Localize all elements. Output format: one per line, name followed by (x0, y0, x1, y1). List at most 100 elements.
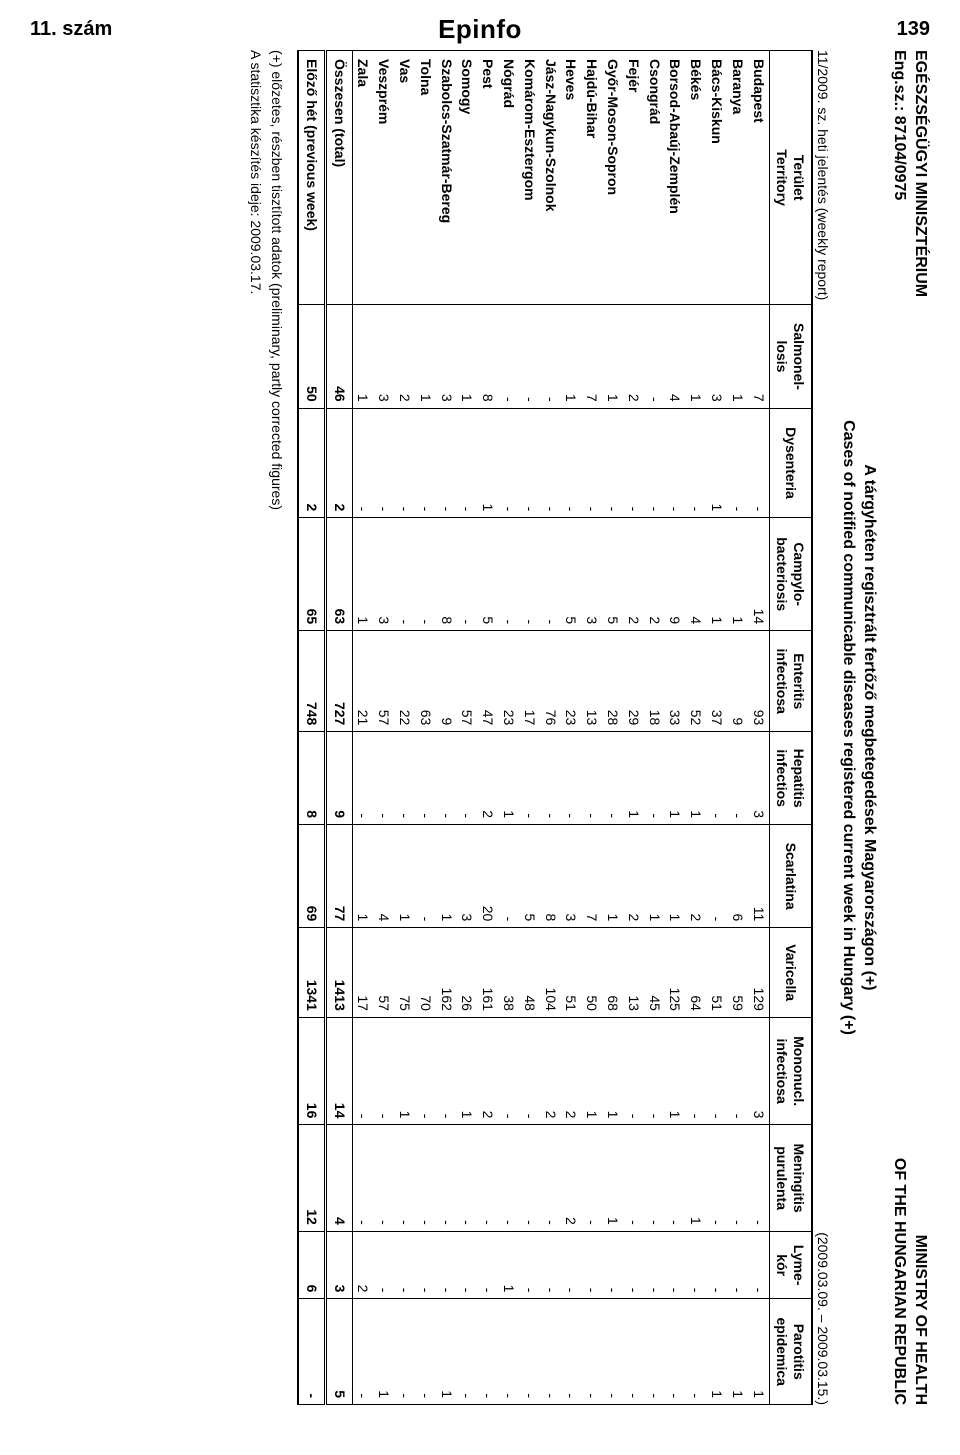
value-cell: 727 (325, 631, 352, 732)
value-cell: - (665, 408, 686, 518)
table-row: Budapest7-14933111293--1 (748, 51, 769, 1405)
value-cell: 2 (623, 518, 644, 631)
value-cell: 1 (436, 825, 457, 928)
value-cell: - (685, 1017, 706, 1124)
value-cell: 1 (706, 1299, 727, 1405)
territory-cell: Csongrád (644, 51, 665, 305)
value-cell: - (373, 1017, 394, 1124)
value-cell: 3 (748, 1017, 769, 1124)
column-header: Hepatitisinfectios (769, 732, 812, 825)
value-cell: 1 (352, 825, 373, 928)
column-header: Meningitispurulenta (769, 1125, 812, 1231)
territory-cell: Zala (352, 51, 373, 305)
value-cell: - (602, 1231, 623, 1299)
value-cell: - (581, 1299, 602, 1405)
table-row: Baranya1-19-659---1 (727, 51, 748, 1405)
value-cell: 28 (602, 631, 623, 732)
org-right-line1: MINISTRY OF HEALTH (909, 1158, 930, 1405)
org-left-line2: Eng.sz.: 87104/0975 (888, 50, 909, 297)
value-cell: 57 (373, 928, 394, 1018)
value-cell: 23 (498, 631, 519, 732)
value-cell: 76 (540, 631, 561, 732)
value-cell: - (727, 408, 748, 518)
value-cell: 68 (602, 928, 623, 1018)
value-cell: 45 (644, 928, 665, 1018)
value-cell: - (519, 1231, 540, 1299)
value-cell: 3 (373, 305, 394, 408)
value-cell: - (540, 732, 561, 825)
value-cell: 3 (436, 305, 457, 408)
value-cell: - (727, 732, 748, 825)
territory-cell: Baranya (727, 51, 748, 305)
table-row: Heves1-523-35122-- (561, 51, 582, 1405)
value-cell: 65 (298, 518, 325, 631)
value-cell: - (415, 825, 436, 928)
value-cell: 2 (623, 825, 644, 928)
value-cell: 26 (457, 928, 478, 1018)
value-cell: - (457, 408, 478, 518)
value-cell: 9 (325, 732, 352, 825)
value-cell: - (748, 408, 769, 518)
value-cell: 2 (623, 305, 644, 408)
table-row: Szabolcs-Szatmár-Bereg3-89-1162---1 (436, 51, 457, 1405)
value-cell: 1 (727, 305, 748, 408)
value-cell: - (561, 1299, 582, 1405)
value-cell: 129 (748, 928, 769, 1018)
column-header: TerületTerritory (769, 51, 812, 305)
table-row: Zala1-121-117--2- (352, 51, 373, 1405)
table-row: Békés1-4521264-1-- (685, 51, 706, 1405)
value-cell: 1 (727, 1299, 748, 1405)
value-cell: 1 (352, 518, 373, 631)
value-cell: - (540, 518, 561, 631)
value-cell: 75 (394, 928, 415, 1018)
territory-cell: Tolna (415, 51, 436, 305)
value-cell: - (519, 408, 540, 518)
value-cell: 1 (706, 518, 727, 631)
value-cell: - (561, 1231, 582, 1299)
value-cell: 17 (519, 631, 540, 732)
value-cell: - (540, 1299, 561, 1405)
value-cell: 3 (373, 518, 394, 631)
value-cell: 5 (477, 518, 498, 631)
value-cell: 77 (325, 825, 352, 928)
value-cell: - (685, 1231, 706, 1299)
report-subheader: 11/2009. sz. heti jelentés (weekly repor… (815, 50, 831, 1405)
value-cell: - (519, 305, 540, 408)
value-cell: 48 (519, 928, 540, 1018)
territory-cell: Komárom-Esztergom (519, 51, 540, 305)
value-cell: - (415, 1299, 436, 1405)
value-cell: 52 (685, 631, 706, 732)
value-cell: 9 (665, 518, 686, 631)
value-cell: 8 (298, 732, 325, 825)
table-row: Vas2--22-1751--- (394, 51, 415, 1405)
value-cell: 1 (394, 825, 415, 928)
value-cell: 1 (498, 732, 519, 825)
value-cell: 13 (623, 928, 644, 1018)
value-cell: - (561, 732, 582, 825)
territory-cell: Somogy (457, 51, 478, 305)
value-cell: 33 (665, 631, 686, 732)
value-cell: 20 (477, 825, 498, 928)
value-cell: 1 (477, 408, 498, 518)
territory-cell: Szabolcs-Szatmár-Bereg (436, 51, 457, 305)
value-cell: 1 (706, 408, 727, 518)
value-cell: - (394, 732, 415, 825)
value-cell: - (540, 1231, 561, 1299)
table-row: Jász-Nagykun-Szolnok---76-81042--- (540, 51, 561, 1405)
value-cell: - (540, 305, 561, 408)
value-cell: 57 (373, 631, 394, 732)
value-cell: - (665, 1299, 686, 1405)
value-cell: 161 (477, 928, 498, 1018)
value-cell: 1 (373, 1299, 394, 1405)
value-cell: - (436, 1231, 457, 1299)
value-cell: - (623, 1231, 644, 1299)
value-cell: - (665, 1125, 686, 1231)
value-cell: 1 (581, 1017, 602, 1124)
value-cell: 7 (581, 305, 602, 408)
value-cell: 5 (602, 518, 623, 631)
value-cell: 14 (325, 1017, 352, 1124)
value-cell: 2 (325, 408, 352, 518)
org-right: MINISTRY OF HEALTH OF THE HUNGARIAN REPU… (888, 1158, 930, 1405)
table-row: Bács-Kiskun31137--51---1 (706, 51, 727, 1405)
data-table: TerületTerritorySalmonel-losisDysenteria… (297, 50, 813, 1405)
